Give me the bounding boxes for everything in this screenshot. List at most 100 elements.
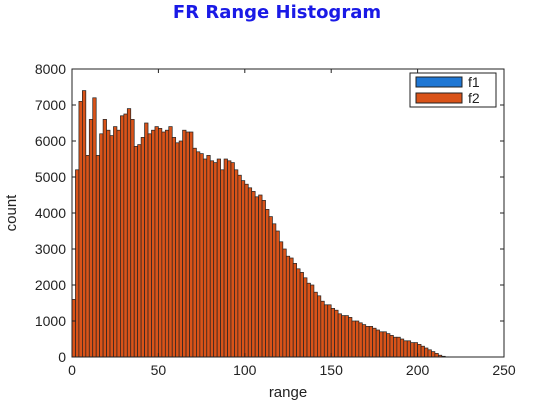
bar-f2 bbox=[434, 353, 439, 358]
bar-f2 bbox=[396, 336, 401, 358]
bar-f2 bbox=[386, 333, 391, 358]
bar-f2 bbox=[237, 174, 242, 358]
bar-f2 bbox=[216, 158, 221, 358]
bar-f2 bbox=[164, 129, 170, 358]
bar-f2 bbox=[85, 155, 90, 358]
legend-swatch-f1 bbox=[415, 76, 463, 88]
bar-f2 bbox=[268, 216, 273, 358]
bar-f2 bbox=[348, 317, 353, 358]
bar-f2 bbox=[361, 324, 367, 358]
bar-f2 bbox=[92, 97, 97, 358]
legend: f1 f2 bbox=[409, 72, 497, 108]
bar-f2 bbox=[168, 126, 173, 358]
bar-f2 bbox=[410, 342, 415, 358]
bar-f2 bbox=[133, 146, 139, 358]
legend-label-f1: f1 bbox=[468, 74, 480, 90]
bar-f2 bbox=[158, 128, 163, 358]
bar-f2 bbox=[223, 158, 228, 358]
x-axis-ticks: 0 50 100 150 200 250 bbox=[68, 69, 516, 378]
bar-f2 bbox=[403, 340, 408, 358]
y-tick-label: 4000 bbox=[35, 205, 66, 221]
bar-f2 bbox=[151, 129, 156, 358]
bar-f2 bbox=[282, 248, 287, 358]
bar-f2 bbox=[341, 315, 346, 358]
bar-f2 bbox=[424, 347, 429, 358]
y-axis-label: count bbox=[3, 194, 20, 232]
bar-f2 bbox=[372, 327, 377, 358]
bar-f2 bbox=[196, 151, 201, 358]
bar-f2 bbox=[71, 299, 76, 358]
bar-f2 bbox=[95, 155, 100, 358]
bar-f2 bbox=[406, 340, 412, 358]
bar-f2 bbox=[120, 115, 125, 358]
bar-f2 bbox=[389, 335, 394, 358]
bar-f2 bbox=[182, 129, 187, 358]
y-tick-label: 7000 bbox=[35, 97, 66, 113]
bar-f2 bbox=[323, 304, 329, 358]
bar-f2 bbox=[420, 345, 425, 358]
bar-f2 bbox=[161, 131, 166, 358]
bar-f2 bbox=[299, 272, 304, 358]
bar-f2 bbox=[413, 342, 418, 358]
bar-f2 bbox=[265, 209, 270, 358]
bar-f2 bbox=[220, 169, 225, 358]
bar-f2 bbox=[379, 331, 384, 358]
bar-f2 bbox=[327, 304, 332, 358]
bar-f2 bbox=[365, 326, 370, 358]
legend-label-f2: f2 bbox=[468, 90, 480, 106]
bar-f2 bbox=[209, 160, 215, 358]
bar-f2 bbox=[140, 137, 145, 358]
bar-f2 bbox=[199, 153, 204, 358]
bar-f2 bbox=[78, 101, 83, 358]
bar-f2 bbox=[154, 126, 159, 358]
bar-f2 bbox=[178, 140, 183, 358]
bar-f2 bbox=[189, 131, 194, 358]
bar-f2 bbox=[358, 322, 363, 358]
x-tick-label: 50 bbox=[151, 362, 167, 378]
bar-f2 bbox=[202, 158, 208, 358]
bar-f2 bbox=[206, 155, 211, 358]
bar-f2 bbox=[351, 320, 356, 358]
bar-f2 bbox=[296, 268, 301, 358]
bar-f2 bbox=[192, 147, 197, 358]
bar-f2 bbox=[102, 119, 107, 358]
bar-f2 bbox=[427, 349, 432, 358]
y-tick-label: 8000 bbox=[35, 61, 66, 77]
bar-f2 bbox=[137, 144, 142, 358]
bar-f2 bbox=[82, 90, 87, 358]
bar-f2 bbox=[393, 336, 398, 358]
bar-f2 bbox=[399, 338, 405, 358]
bar-f2 bbox=[185, 131, 190, 358]
bar-f2 bbox=[330, 308, 336, 358]
y-tick-label: 0 bbox=[58, 349, 66, 365]
bar-f2 bbox=[310, 284, 315, 358]
y-tick-label: 6000 bbox=[35, 133, 66, 149]
bar-f2 bbox=[355, 320, 360, 358]
bar-f2 bbox=[106, 129, 111, 358]
bar-f2 bbox=[99, 133, 104, 358]
bar-f2 bbox=[171, 137, 177, 358]
bar-f2 bbox=[382, 331, 387, 358]
bar-f2 bbox=[375, 329, 380, 358]
chart-title: FR Range Histogram bbox=[173, 2, 381, 23]
bar-f2 bbox=[234, 169, 239, 358]
y-axis-ticks: 0 1000 2000 3000 4000 5000 6000 7000 8000 bbox=[35, 61, 504, 365]
bars-group bbox=[71, 90, 450, 358]
bar-f2 bbox=[113, 126, 118, 358]
bar-f2 bbox=[275, 230, 280, 358]
bar-f2 bbox=[240, 180, 246, 358]
x-tick-label: 250 bbox=[492, 362, 516, 378]
bar-f2 bbox=[344, 315, 349, 358]
bar-f2 bbox=[213, 162, 218, 358]
bar-f2 bbox=[251, 191, 256, 358]
bar-f2 bbox=[272, 223, 277, 358]
bar-f2 bbox=[337, 313, 342, 358]
bar-f2 bbox=[313, 291, 318, 358]
bar-f2 bbox=[254, 196, 259, 358]
y-tick-label: 2000 bbox=[35, 277, 66, 293]
bar-f2 bbox=[116, 129, 121, 358]
bar-f2 bbox=[247, 187, 253, 358]
bar-f2 bbox=[230, 162, 235, 358]
bar-f2 bbox=[175, 142, 180, 358]
bar-f2 bbox=[147, 133, 152, 358]
